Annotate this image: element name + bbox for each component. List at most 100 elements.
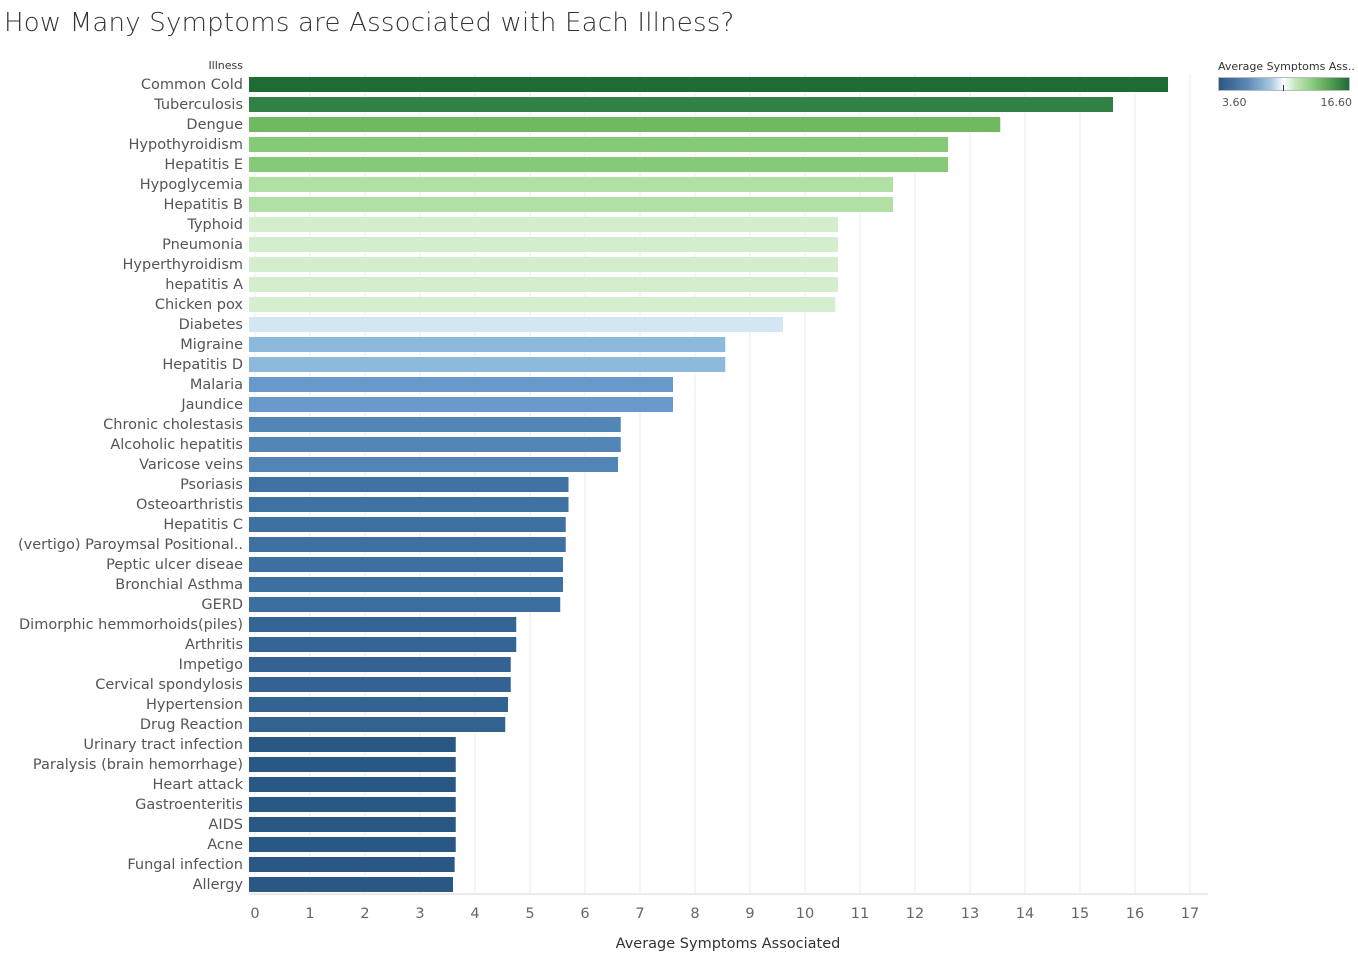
bar — [249, 317, 783, 332]
bar — [249, 77, 1168, 92]
category-header: Illness — [208, 59, 243, 72]
legend-gradient — [1218, 77, 1350, 91]
x-tick-label: 5 — [525, 906, 534, 922]
x-tick-label: 4 — [470, 906, 479, 922]
bar — [249, 517, 566, 532]
category-label: Hepatitis D — [162, 357, 243, 373]
bar — [249, 117, 1001, 132]
category-label: Hypertension — [146, 697, 243, 713]
x-tick-label: 13 — [961, 906, 979, 922]
x-tick-label: 3 — [415, 906, 424, 922]
bar — [249, 417, 621, 432]
category-label: Pneumonia — [162, 237, 243, 253]
bar — [249, 657, 511, 672]
bar — [249, 877, 453, 892]
bar — [249, 377, 673, 392]
bar — [249, 857, 455, 872]
bar — [249, 457, 618, 472]
bar — [249, 777, 456, 792]
bar — [249, 577, 563, 592]
category-label: Hypothyroidism — [129, 137, 243, 153]
category-label: Alcoholic hepatitis — [110, 437, 243, 453]
legend-title: Average Symptoms Ass.. — [1218, 60, 1355, 73]
category-label: Hyperthyroidism — [123, 257, 243, 273]
bar — [249, 757, 456, 772]
bar — [249, 477, 569, 492]
legend-min-label: 3.60 — [1222, 96, 1247, 109]
category-label: Malaria — [190, 377, 243, 393]
x-tick-label: 14 — [1016, 906, 1034, 922]
bar — [249, 497, 569, 512]
bar — [249, 437, 621, 452]
category-label: Fungal infection — [127, 857, 243, 873]
bar — [249, 697, 508, 712]
x-tick-label: 1 — [305, 906, 314, 922]
category-label: GERD — [201, 597, 243, 613]
category-label: Psoriasis — [180, 477, 243, 493]
bar — [249, 217, 838, 232]
x-tick-label: 11 — [851, 906, 869, 922]
bar — [249, 197, 893, 212]
x-tick-label: 17 — [1181, 906, 1199, 922]
category-label: (vertigo) Paroymsal Positional.. — [18, 537, 243, 553]
category-label: hepatitis A — [165, 277, 243, 293]
x-tick-label: 9 — [745, 906, 754, 922]
category-label: Typhoid — [186, 217, 243, 233]
category-label: Heart attack — [153, 777, 244, 793]
legend-midpoint-tick — [1283, 85, 1284, 91]
category-label: Impetigo — [179, 657, 243, 673]
bar — [249, 137, 948, 152]
category-label: Hepatitis E — [164, 157, 243, 173]
bar — [249, 297, 836, 312]
category-label: Acne — [207, 837, 243, 853]
bar — [249, 617, 517, 632]
category-label: Hepatitis B — [164, 197, 243, 213]
category-label: Common Cold — [141, 77, 243, 93]
bar — [249, 677, 511, 692]
category-label: Migraine — [180, 337, 243, 353]
category-label: Jaundice — [180, 397, 243, 413]
bar — [249, 337, 726, 352]
category-label: Peptic ulcer diseae — [106, 557, 243, 573]
category-label: Chicken pox — [155, 297, 244, 313]
x-tick-label: 0 — [250, 906, 259, 922]
legend-max-label: 16.60 — [1320, 96, 1353, 109]
x-tick-label: 6 — [580, 906, 589, 922]
x-tick-label: 15 — [1071, 906, 1089, 922]
bar — [249, 157, 948, 172]
bar — [249, 557, 563, 572]
category-label: Dengue — [186, 117, 243, 133]
category-label: AIDS — [208, 817, 243, 833]
bar — [249, 817, 456, 832]
bar — [249, 737, 456, 752]
category-label: Hypoglycemia — [140, 177, 243, 193]
category-label: Arthritis — [185, 637, 243, 653]
chart-title: How Many Symptoms are Associated with Ea… — [4, 8, 735, 38]
color-legend[interactable]: Average Symptoms Ass.. 3.60 16.60 — [1218, 60, 1355, 109]
x-axis-title: Average Symptoms Associated — [616, 936, 841, 952]
category-label: Bronchial Asthma — [115, 577, 243, 593]
category-label: Osteoarthristis — [136, 497, 243, 513]
bar — [249, 537, 566, 552]
category-label: Dimorphic hemmorhoids(piles) — [19, 617, 243, 633]
category-label: Allergy — [193, 877, 244, 893]
x-tick-label: 16 — [1126, 906, 1144, 922]
category-label: Cervical spondylosis — [95, 677, 243, 693]
category-label: Gastroenteritis — [135, 797, 243, 813]
bar — [249, 257, 838, 272]
x-tick-label: 7 — [635, 906, 644, 922]
bar — [249, 357, 726, 372]
bar — [249, 277, 838, 292]
bar — [249, 717, 506, 732]
bar — [249, 177, 893, 192]
bar — [249, 837, 456, 852]
category-label: Chronic cholestasis — [103, 417, 243, 433]
x-tick-label: 12 — [906, 906, 924, 922]
category-label: Varicose veins — [139, 457, 243, 473]
category-label: Paralysis (brain hemorrhage) — [33, 757, 243, 773]
x-tick-label: 10 — [796, 906, 814, 922]
x-tick-label: 2 — [360, 906, 369, 922]
bar — [249, 797, 456, 812]
bar — [249, 597, 561, 612]
